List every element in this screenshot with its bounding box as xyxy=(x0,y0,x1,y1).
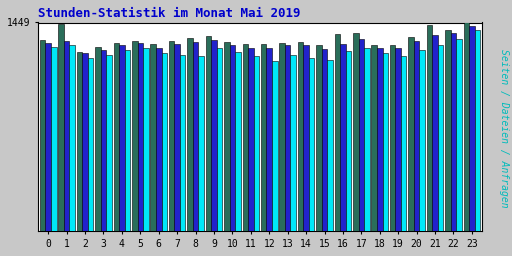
Bar xyxy=(88,58,93,231)
Bar xyxy=(290,55,296,231)
Bar xyxy=(114,42,119,231)
Bar xyxy=(358,39,364,231)
Bar xyxy=(82,53,88,231)
Bar xyxy=(211,40,217,231)
Bar xyxy=(187,38,193,231)
Bar xyxy=(456,39,462,231)
Bar xyxy=(432,35,438,231)
Text: Seiten / Dateien / Anfragen: Seiten / Dateien / Anfragen xyxy=(499,49,509,207)
Bar xyxy=(372,45,377,231)
Bar xyxy=(419,50,425,231)
Bar xyxy=(95,47,101,231)
Bar xyxy=(316,45,322,231)
Bar xyxy=(272,61,278,231)
Bar xyxy=(451,33,456,231)
Bar xyxy=(193,42,198,231)
Bar xyxy=(353,33,358,231)
Bar xyxy=(51,47,56,231)
Bar xyxy=(327,60,333,231)
Bar xyxy=(169,41,175,231)
Bar xyxy=(346,51,351,231)
Bar xyxy=(248,48,253,231)
Bar xyxy=(40,40,46,231)
Bar xyxy=(280,42,285,231)
Bar xyxy=(309,58,314,231)
Bar xyxy=(463,23,469,231)
Bar xyxy=(298,42,303,231)
Bar xyxy=(285,45,290,231)
Bar xyxy=(119,45,124,231)
Bar xyxy=(322,49,327,231)
Bar xyxy=(180,55,185,231)
Bar xyxy=(198,56,204,231)
Bar xyxy=(101,50,106,231)
Bar xyxy=(427,25,432,231)
Bar xyxy=(46,42,51,231)
Bar xyxy=(161,53,167,231)
Bar xyxy=(224,42,230,231)
Bar xyxy=(267,48,272,231)
Bar xyxy=(143,48,148,231)
Text: Stunden-Statistik im Monat Mai 2019: Stunden-Statistik im Monat Mai 2019 xyxy=(38,7,301,20)
Bar xyxy=(124,50,130,231)
Bar xyxy=(106,55,112,231)
Bar xyxy=(77,52,82,231)
Bar xyxy=(395,48,401,231)
Bar xyxy=(243,44,248,231)
Bar xyxy=(253,56,259,231)
Bar xyxy=(58,24,64,231)
Bar xyxy=(206,36,211,231)
Bar xyxy=(156,48,161,231)
Bar xyxy=(64,41,70,231)
Bar xyxy=(401,56,407,231)
Bar xyxy=(151,44,156,231)
Bar xyxy=(70,45,75,231)
Bar xyxy=(364,48,370,231)
Bar xyxy=(138,43,143,231)
Bar xyxy=(445,29,451,231)
Bar xyxy=(261,44,267,231)
Bar xyxy=(217,48,222,231)
Bar xyxy=(175,44,180,231)
Bar xyxy=(390,45,395,231)
Bar xyxy=(382,53,388,231)
Bar xyxy=(132,41,138,231)
Bar xyxy=(335,34,340,231)
Bar xyxy=(414,41,419,231)
Bar xyxy=(409,37,414,231)
Bar xyxy=(475,30,480,231)
Bar xyxy=(235,52,241,231)
Bar xyxy=(469,26,475,231)
Bar xyxy=(340,44,346,231)
Bar xyxy=(377,48,382,231)
Bar xyxy=(303,45,309,231)
Bar xyxy=(230,45,235,231)
Bar xyxy=(438,45,443,231)
